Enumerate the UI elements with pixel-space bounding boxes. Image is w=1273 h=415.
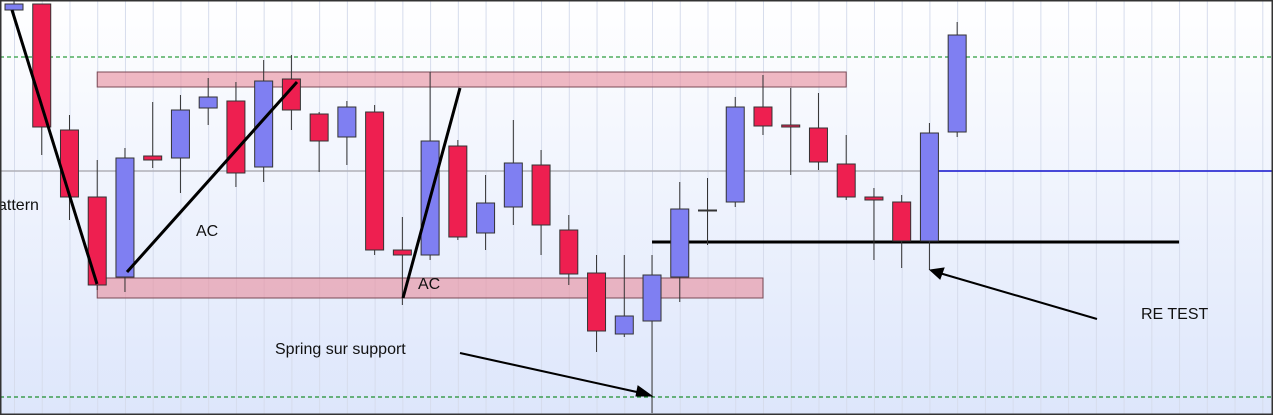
candle-body <box>947 34 967 133</box>
candle-body <box>392 249 412 256</box>
arrow-head <box>928 267 945 280</box>
annotation: RE TEST <box>1141 306 1209 323</box>
annotation: Spring sur support <box>275 341 406 358</box>
arrow <box>459 352 647 395</box>
candle-body <box>614 315 634 335</box>
arrow-head <box>635 385 654 397</box>
candle-body <box>531 164 551 226</box>
drawings <box>10 9 1098 397</box>
candle-body <box>587 272 607 332</box>
annotation: attern <box>0 197 39 214</box>
candle-body <box>226 100 246 174</box>
candle-body <box>698 209 717 212</box>
candle-body <box>559 229 579 275</box>
candle-body <box>670 208 690 278</box>
candle-body <box>836 163 856 198</box>
candle-body <box>170 109 190 159</box>
candle-body <box>642 274 662 322</box>
candle-body <box>781 124 801 128</box>
zone <box>96 71 847 88</box>
candle-body <box>808 127 828 163</box>
candle-body <box>309 113 329 142</box>
candle-body <box>281 78 301 111</box>
candle-body <box>365 111 385 251</box>
candle-body <box>753 106 773 127</box>
annotation: AC <box>196 223 218 240</box>
candle-body <box>143 155 163 161</box>
candle-body <box>476 202 496 234</box>
candle-body <box>59 129 79 198</box>
candle-body <box>448 145 468 238</box>
trend-line <box>401 87 462 299</box>
candle-body <box>198 96 218 109</box>
candle-body <box>919 132 939 242</box>
candle-body <box>87 196 107 286</box>
arrow <box>935 271 1098 320</box>
candle-body <box>337 106 357 138</box>
annotation: AC <box>418 276 440 293</box>
candle-body <box>864 196 884 201</box>
trend-line <box>10 9 99 285</box>
candle-body <box>725 106 745 203</box>
candle-body <box>892 201 912 242</box>
candle-body <box>503 162 523 208</box>
candle-body <box>254 80 274 168</box>
trend-line <box>125 80 299 274</box>
candle-body <box>4 3 24 11</box>
candle-body <box>115 157 135 278</box>
